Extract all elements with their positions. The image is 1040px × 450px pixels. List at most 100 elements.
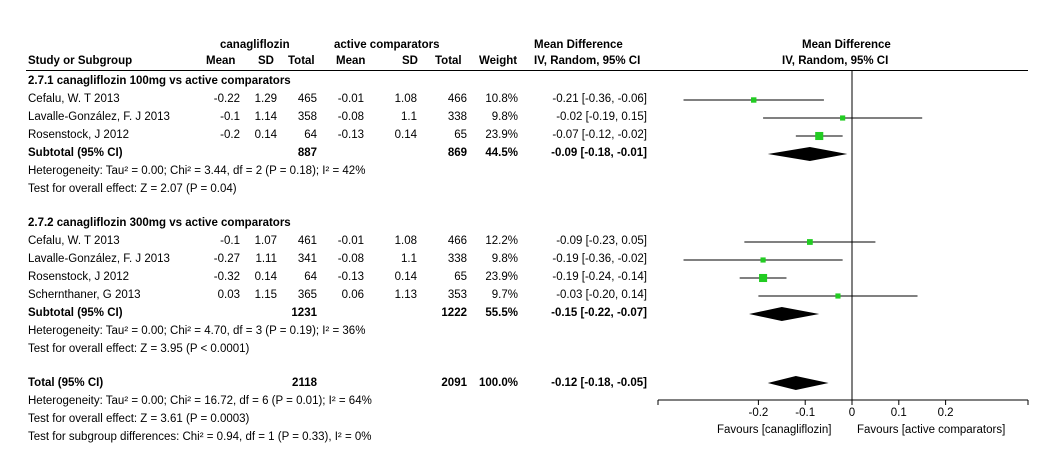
header-mean1: Mean	[206, 55, 236, 67]
study-mean1: -0.2	[220, 129, 240, 141]
overall-effect-text: Test for overall effect: Z = 2.07 (P = 0…	[28, 183, 237, 195]
study-weight: 12.2%	[485, 235, 518, 247]
effect-square	[760, 257, 766, 263]
study-weight: 10.8%	[485, 93, 518, 105]
effect-square	[751, 97, 757, 103]
study-mean2: -0.08	[337, 111, 364, 123]
subtotal-total1: 1231	[291, 307, 317, 319]
study-name: Rosenstock, J 2012	[28, 129, 130, 141]
study-total2: 466	[447, 93, 467, 105]
study-total2: 353	[447, 289, 467, 301]
study-name: Cefalu, W. T 2013	[28, 93, 120, 105]
study-total1: 365	[297, 289, 317, 301]
study-total1: 461	[297, 235, 317, 247]
study-weight: 23.9%	[485, 129, 518, 141]
total-total2: 2091	[441, 377, 467, 389]
x-tick-label: 0	[849, 407, 855, 419]
study-name: Schernthaner, G 2013	[28, 289, 141, 301]
total-label: Total (95% CI)	[28, 377, 104, 389]
study-mean2: -0.08	[337, 253, 364, 265]
header-group-right: active comparators	[334, 39, 440, 51]
subtotal-diamond	[749, 307, 820, 321]
study-sd1: 1.15	[254, 289, 277, 301]
study-sd2: 1.1	[401, 253, 417, 265]
study-weight: 23.9%	[485, 271, 518, 283]
heterogeneity-text: Heterogeneity: Tau² = 0.00; Chi² = 3.44,…	[28, 165, 366, 177]
subgroup-differences-text: Test for subgroup differences: Chi² = 0.…	[28, 431, 372, 443]
subtotal-diamond	[767, 147, 848, 161]
subtotal-total2: 1222	[441, 307, 467, 319]
subtotal-weight: 44.5%	[485, 147, 518, 159]
study-mean1: -0.27	[213, 253, 240, 265]
total-diamond	[767, 376, 829, 390]
total-heterogeneity-text: Heterogeneity: Tau² = 0.00; Chi² = 16.72…	[28, 395, 372, 407]
study-sd1: 0.14	[254, 271, 277, 283]
study-total1: 341	[297, 253, 317, 265]
study-ci: -0.19 [-0.36, -0.02]	[552, 253, 647, 265]
study-sd1: 1.07	[254, 235, 277, 247]
favours-right-label: Favours [active comparators]	[857, 424, 1006, 436]
subtotal-ci: -0.09 [-0.18, -0.01]	[551, 147, 647, 159]
study-total1: 465	[297, 93, 317, 105]
study-sd1: 1.14	[254, 111, 277, 123]
study-mean1: -0.22	[213, 93, 240, 105]
header-sd1: SD	[258, 55, 274, 67]
subgroup-title: 2.7.2 canagliflozin 300mg vs active comp…	[28, 217, 291, 229]
header-total1: Total	[288, 55, 315, 67]
study-mean2: 0.06	[341, 289, 364, 301]
effect-square	[759, 273, 768, 283]
study-mean2: -0.13	[337, 129, 364, 141]
study-total1: 64	[304, 271, 317, 283]
header-md-top: Mean Difference	[534, 39, 623, 51]
subgroup-title: 2.7.1 canagliflozin 100mg vs active comp…	[28, 75, 291, 87]
header-plot-top: Mean Difference	[802, 39, 891, 51]
study-name: Rosenstock, J 2012	[28, 271, 130, 283]
header-group-left: canagliflozin	[220, 39, 290, 51]
study-mean2: -0.01	[337, 235, 364, 247]
study-name: Lavalle-González, F. J 2013	[28, 111, 170, 123]
study-weight: 9.7%	[491, 289, 518, 301]
subtotal-label: Subtotal (95% CI)	[28, 307, 123, 319]
study-total1: 64	[304, 129, 317, 141]
effect-square	[815, 131, 824, 141]
study-sd2: 0.14	[394, 129, 417, 141]
header-sd2: SD	[402, 55, 418, 67]
study-sd1: 1.11	[255, 253, 277, 265]
study-ci: -0.07 [-0.12, -0.02]	[552, 129, 647, 141]
header-plot-sub: IV, Random, 95% CI	[782, 55, 889, 67]
effect-square	[840, 115, 846, 121]
study-total2: 65	[454, 271, 467, 283]
header-weight: Weight	[479, 55, 518, 67]
header-md-sub: IV, Random, 95% CI	[534, 55, 641, 67]
heterogeneity-text: Heterogeneity: Tau² = 0.00; Chi² = 4.70,…	[28, 325, 366, 337]
total-weight: 100.0%	[478, 377, 518, 389]
total-total1: 2118	[292, 377, 317, 389]
study-sd2: 1.08	[394, 235, 417, 247]
study-total2: 338	[447, 253, 467, 265]
header-mean2: Mean	[336, 55, 366, 67]
study-total2: 65	[454, 129, 467, 141]
study-mean1: 0.03	[217, 289, 240, 301]
study-sd2: 1.08	[394, 93, 417, 105]
study-ci: -0.03 [-0.20, 0.14]	[556, 289, 647, 301]
study-mean1: -0.32	[213, 271, 240, 283]
study-sd2: 1.13	[394, 289, 417, 301]
subtotal-ci: -0.15 [-0.22, -0.07]	[551, 307, 647, 319]
study-total1: 358	[297, 111, 317, 123]
subtotal-weight: 55.5%	[485, 307, 518, 319]
study-weight: 9.8%	[491, 253, 518, 265]
x-tick-label: -0.2	[748, 407, 768, 419]
total-ci: -0.12 [-0.18, -0.05]	[551, 377, 647, 389]
study-mean1: -0.1	[220, 111, 240, 123]
effect-square	[806, 239, 813, 245]
study-mean2: -0.13	[337, 271, 364, 283]
study-total2: 338	[447, 111, 467, 123]
study-mean1: -0.1	[220, 235, 240, 247]
subtotal-label: Subtotal (95% CI)	[28, 147, 123, 159]
study-name: Cefalu, W. T 2013	[28, 235, 120, 247]
total-overall-effect-text: Test for overall effect: Z = 3.61 (P = 0…	[28, 413, 250, 425]
header-rule	[26, 70, 1028, 71]
effect-square	[835, 293, 841, 299]
overall-effect-text: Test for overall effect: Z = 3.95 (P < 0…	[28, 343, 250, 355]
